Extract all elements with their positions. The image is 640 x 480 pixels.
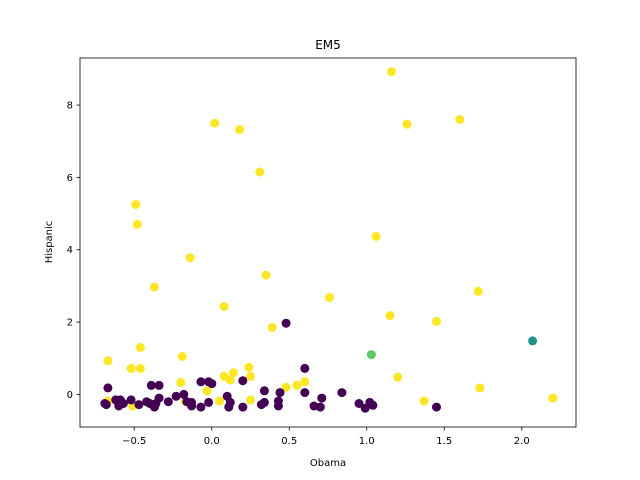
data-point-11	[149, 282, 159, 292]
data-point-93	[360, 403, 370, 413]
plot-frame	[79, 57, 577, 428]
x-tick-label: −0.5	[122, 436, 146, 447]
data-point-34	[202, 386, 212, 396]
data-point-74	[354, 399, 364, 408]
data-point-9	[185, 253, 195, 263]
y-tick-label: 0	[67, 390, 73, 401]
x-axis-label: Obama	[310, 458, 346, 469]
data-point-51	[207, 379, 217, 389]
data-point-24	[228, 368, 238, 378]
data-point-83	[114, 401, 124, 411]
data-point-29	[300, 377, 310, 387]
data-point-20	[103, 356, 113, 366]
data-point-32	[281, 382, 291, 392]
data-point-44	[281, 318, 291, 328]
y-axis-ticks: 0 2 4 6 8	[67, 101, 80, 401]
data-point-10	[261, 270, 271, 280]
data-point-64	[126, 395, 136, 405]
data-point-36	[246, 395, 255, 405]
data-point-46	[103, 383, 113, 393]
points-layer	[100, 67, 558, 413]
x-tick-label: 1.5	[436, 436, 452, 447]
data-point-67	[163, 397, 173, 407]
data-point-89	[238, 402, 248, 412]
data-point-31	[292, 380, 302, 390]
data-point-0	[387, 67, 396, 77]
data-point-54	[275, 388, 285, 398]
x-tick-label: 0.5	[281, 436, 297, 447]
data-point-70	[204, 397, 214, 407]
data-point-91	[315, 402, 325, 412]
data-point-52	[238, 376, 248, 386]
data-point-18	[135, 342, 145, 352]
data-point-12	[473, 286, 483, 296]
y-tick-label: 2	[67, 318, 73, 329]
data-point-53	[259, 386, 269, 396]
data-point-57	[179, 389, 189, 399]
data-point-42	[528, 336, 538, 346]
data-point-39	[215, 396, 224, 406]
data-point-15	[385, 311, 395, 321]
data-point-6	[131, 200, 141, 209]
data-point-79	[134, 400, 144, 410]
data-point-17	[267, 323, 277, 332]
data-point-56	[300, 388, 310, 398]
data-point-87	[196, 402, 206, 412]
y-tick-label: 4	[67, 245, 73, 256]
x-tick-label: 1.0	[359, 436, 375, 447]
data-point-43	[366, 350, 376, 360]
data-point-21	[126, 363, 136, 373]
data-point-38	[419, 396, 429, 406]
data-point-49	[196, 377, 206, 387]
data-point-13	[325, 293, 334, 302]
data-point-3	[402, 119, 412, 129]
x-tick-label: 2.0	[514, 436, 530, 447]
data-point-81	[256, 400, 266, 410]
data-point-4	[235, 125, 245, 135]
data-point-47	[146, 380, 156, 390]
data-point-2	[210, 118, 220, 128]
data-point-80	[101, 400, 111, 410]
data-point-88	[224, 402, 234, 412]
data-point-60	[317, 393, 327, 403]
data-point-16	[432, 316, 441, 326]
data-point-19	[177, 352, 187, 361]
y-tick-label: 8	[67, 101, 73, 112]
data-point-1	[455, 115, 465, 124]
data-point-84	[273, 401, 283, 411]
data-point-86	[187, 401, 197, 411]
data-point-55	[337, 388, 347, 398]
data-point-7	[132, 219, 142, 229]
data-point-33	[475, 383, 485, 393]
x-tick-label: 0.0	[204, 436, 220, 447]
data-point-28	[225, 375, 235, 385]
data-point-48	[154, 380, 164, 390]
data-point-14	[219, 302, 229, 311]
x-axis-ticks: −0.5 0.0 0.5 1.0 1.5 2.0	[122, 427, 530, 447]
data-point-22	[135, 363, 145, 373]
data-point-35	[548, 393, 558, 403]
data-point-27	[393, 372, 403, 382]
data-point-45	[300, 363, 310, 373]
data-point-92	[432, 402, 441, 412]
data-point-82	[368, 400, 378, 410]
y-tick-label: 6	[67, 173, 73, 184]
y-axis-label: Hispanic	[44, 221, 55, 264]
data-point-8	[371, 231, 381, 241]
data-point-30	[176, 378, 186, 387]
data-point-90	[149, 402, 159, 412]
data-point-5	[255, 167, 265, 177]
data-point-26	[246, 371, 255, 381]
data-point-23	[244, 362, 254, 372]
chart-title: EM5	[315, 38, 341, 52]
data-point-58	[171, 391, 181, 401]
